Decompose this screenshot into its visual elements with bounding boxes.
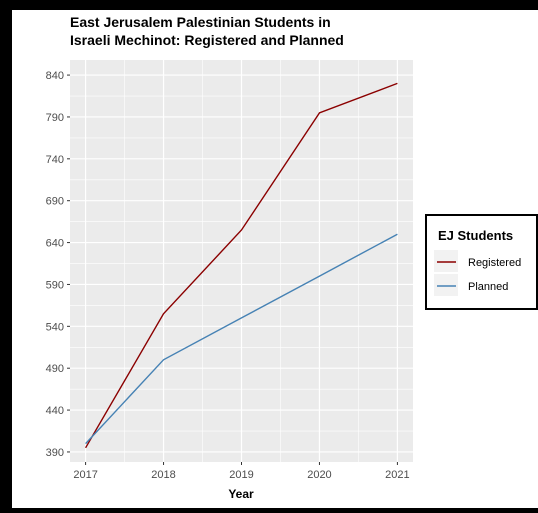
- y-tick-label: 790: [46, 112, 64, 124]
- legend: EJ Students Registered Planned: [425, 214, 538, 310]
- legend-title: EJ Students: [438, 228, 513, 243]
- y-tick-label: 590: [46, 279, 64, 291]
- x-axis: 2017 2018 2019 2020 2021: [73, 462, 410, 481]
- y-tick-label: 490: [46, 363, 64, 375]
- y-tick-label: 840: [46, 70, 64, 82]
- major-grid: [70, 60, 413, 462]
- legend-items: Registered Planned: [434, 250, 521, 296]
- x-tick-label: 2017: [73, 469, 97, 481]
- x-tick-label: 2018: [151, 469, 175, 481]
- series-line-registered: [84, 82, 398, 449]
- x-tick-label: 2021: [385, 469, 409, 481]
- y-tick-label: 740: [46, 154, 64, 166]
- series-line-planned: [85, 233, 398, 445]
- y-tick-label: 440: [46, 405, 64, 417]
- y-tick-label: 690: [46, 196, 64, 208]
- x-axis-label: Year: [228, 487, 254, 501]
- chart-title-line-1: East Jerusalem Palestinian Students in: [70, 14, 331, 30]
- legend-key-registered: [434, 250, 458, 272]
- y-axis: 390 440 490 540 590 640 690 740 790 840: [46, 70, 70, 459]
- legend-label-planned: Planned: [468, 281, 508, 293]
- legend-label-registered: Registered: [468, 257, 521, 269]
- y-tick-label: 540: [46, 321, 64, 333]
- y-tick-label: 390: [46, 447, 64, 459]
- x-tick-label: 2020: [307, 469, 331, 481]
- series-lines: [84, 82, 398, 449]
- y-tick-label: 640: [46, 238, 64, 250]
- legend-key-planned: [434, 274, 458, 296]
- chart-title-line-2: Israeli Mechinot: Registered and Planned: [70, 32, 344, 48]
- x-tick-label: 2019: [229, 469, 253, 481]
